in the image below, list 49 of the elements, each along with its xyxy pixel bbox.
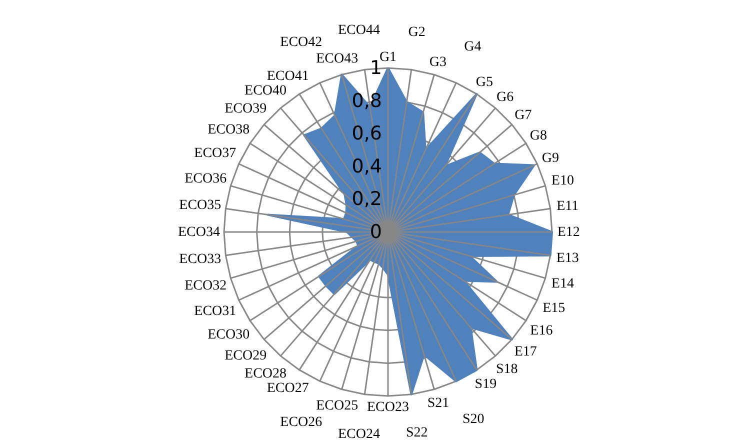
spoke-label: ECO30 xyxy=(208,327,250,342)
spoke-label: G3 xyxy=(429,55,446,70)
spoke-label: ECO40 xyxy=(244,84,287,99)
spoke-label: ECO37 xyxy=(194,146,236,162)
spoke-label: ECO33 xyxy=(179,252,222,268)
spoke-label: E14 xyxy=(551,276,574,292)
spoke-label: G2 xyxy=(408,24,426,40)
y-tick-label: 0,6 xyxy=(352,122,382,145)
y-tick-label: 0,8 xyxy=(352,90,382,112)
spoke-label: E13 xyxy=(556,250,579,266)
spoke-label: E10 xyxy=(551,174,574,189)
spoke-label: ECO36 xyxy=(184,171,227,186)
spoke-label: ECO27 xyxy=(266,380,309,396)
spoke-label: E17 xyxy=(514,344,537,360)
spoke-label: S18 xyxy=(496,362,518,378)
spoke-label: E12 xyxy=(557,225,580,240)
spoke-label: ECO43 xyxy=(316,52,358,67)
spoke-label: G9 xyxy=(542,150,559,166)
spoke-label: G8 xyxy=(530,128,548,144)
spoke-label: E11 xyxy=(556,199,579,214)
y-tick-label: 0,2 xyxy=(352,188,382,210)
spoke-label: ECO41 xyxy=(266,69,309,84)
spoke-label: ECO23 xyxy=(367,400,409,415)
spoke-label: G4 xyxy=(464,40,482,55)
spoke-label: ECO39 xyxy=(224,102,267,117)
spoke-label: G1 xyxy=(379,50,397,65)
spoke-label: S20 xyxy=(462,412,484,428)
spoke-label: S19 xyxy=(474,377,497,392)
y-tick-label: 0,4 xyxy=(352,155,382,178)
spoke-label: ECO42 xyxy=(280,34,322,50)
spoke-label: ECO32 xyxy=(184,278,227,294)
spoke-label: G6 xyxy=(496,90,514,105)
spoke-label: ECO28 xyxy=(244,366,287,382)
spoke-label: ECO31 xyxy=(194,304,236,319)
spoke-label: ECO38 xyxy=(208,122,250,138)
y-tick-label: 0 xyxy=(370,221,382,243)
spoke-label: G7 xyxy=(514,108,532,123)
spoke-label: ECO44 xyxy=(338,23,380,38)
spoke-label: ECO34 xyxy=(178,225,220,240)
spoke-label: ECO25 xyxy=(316,398,358,414)
spoke-label: S21 xyxy=(427,396,450,412)
spoke-label: ECO29 xyxy=(224,348,267,364)
spoke-label: E15 xyxy=(542,300,566,316)
spoke-label: E16 xyxy=(530,324,553,339)
spoke-label: ECO35 xyxy=(179,198,222,213)
spoke-label: G5 xyxy=(476,74,494,90)
spoke-label: ECO24 xyxy=(338,426,380,442)
spoke-label: S22 xyxy=(406,426,428,441)
spoke-label: ECO26 xyxy=(280,415,322,430)
